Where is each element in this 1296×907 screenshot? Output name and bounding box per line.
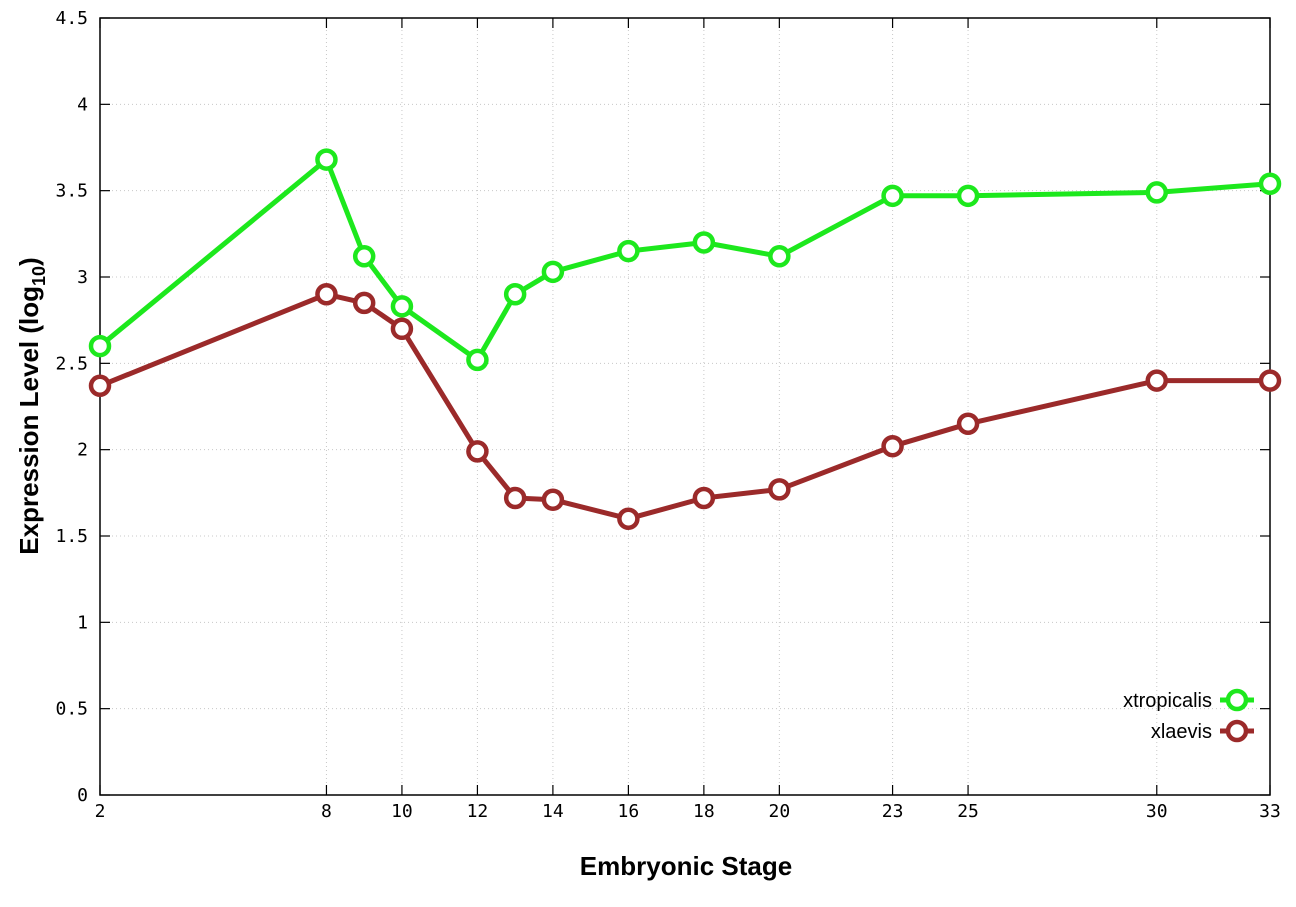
x-tick-label: 30 <box>1146 801 1168 822</box>
y-tick-label: 0 <box>77 785 88 806</box>
data-point-xtropicalis <box>692 231 716 254</box>
data-point-xtropicalis <box>503 283 527 306</box>
data-point-xtropicalis <box>1258 172 1282 196</box>
data-point-xlaevis <box>1145 369 1169 392</box>
x-tick-label: 23 <box>882 801 904 822</box>
data-point-xlaevis <box>503 486 527 510</box>
y-axis-title: Expression Level (log10) <box>14 257 49 554</box>
x-tick-label: 16 <box>618 801 640 822</box>
legend-label-xlaevis: xlaevis <box>1151 721 1212 743</box>
plot-frame <box>99 17 1271 796</box>
data-point-xlaevis <box>466 440 489 463</box>
y-tick-label: 0.5 <box>55 699 88 720</box>
data-point-xlaevis <box>881 434 904 458</box>
data-point-xtropicalis <box>315 148 338 171</box>
y-axis-title-sub: 10 <box>29 266 49 286</box>
y-tick-label: 2.5 <box>55 353 88 374</box>
grid-lines <box>99 17 1271 796</box>
data-point-xtropicalis <box>1145 181 1169 204</box>
data-point-xtropicalis <box>956 184 980 208</box>
y-tick-label: 1.5 <box>55 526 88 547</box>
x-tick-label: 12 <box>467 801 489 822</box>
x-tick-label: 14 <box>542 801 564 822</box>
x-axis-title: Embryonic Stage <box>580 851 792 881</box>
y-tick-label: 4.5 <box>55 8 88 29</box>
x-tick-label: 10 <box>391 801 413 822</box>
y-tick-label: 3.5 <box>55 181 88 202</box>
data-point-xlaevis <box>1258 369 1282 392</box>
data-point-xlaevis <box>617 507 640 530</box>
data-point-xlaevis <box>315 283 338 306</box>
axis-ticks: 0 0.5 1 1.5 2 2.5 3 3.5 4 4.5 2 8 10 12 14 16 18 20 23 25 30… <box>55 8 1280 822</box>
x-tick-label: 33 <box>1259 801 1281 822</box>
data-point-xlaevis <box>88 374 112 398</box>
y-tick-label: 1 <box>77 612 88 633</box>
legend-marker-xtropicalis <box>1225 688 1249 712</box>
y-tick-label: 3 <box>77 267 88 288</box>
data-point-xlaevis <box>352 291 376 315</box>
data-point-xlaevis <box>541 488 565 511</box>
series-line-xlaevis <box>99 291 1270 522</box>
legend: xtropicalis xlaevis <box>1123 688 1254 743</box>
y-axis-title-close: ) <box>14 257 44 266</box>
data-point-xtropicalis <box>881 184 904 208</box>
data-point-xtropicalis <box>352 245 376 268</box>
x-tick-label: 2 <box>95 801 106 822</box>
x-tick-label: 18 <box>693 801 715 822</box>
data-point-xtropicalis <box>88 334 112 358</box>
data-point-xtropicalis <box>617 239 640 263</box>
data-point-xtropicalis <box>390 295 414 318</box>
data-point-xtropicalis <box>466 348 489 372</box>
data-point-xlaevis <box>390 317 414 341</box>
y-axis-title-main: Expression Level (log <box>14 286 44 555</box>
x-tick-label: 8 <box>321 801 332 822</box>
data-point-xlaevis <box>692 486 716 510</box>
data-point-xlaevis <box>768 478 791 501</box>
x-tick-label: 20 <box>769 801 791 822</box>
series-lines <box>88 148 1282 530</box>
legend-marker-xlaevis <box>1225 719 1249 743</box>
data-point-xtropicalis <box>768 245 791 268</box>
series-line-xtropicalis <box>98 157 1271 363</box>
legend-label-xtropicalis: xtropicalis <box>1123 690 1212 712</box>
y-tick-label: 2 <box>77 440 88 461</box>
y-tick-label: 4 <box>77 94 88 115</box>
data-point-xtropicalis <box>541 260 565 284</box>
data-point-xlaevis <box>956 412 980 436</box>
x-tick-label: 25 <box>957 801 979 822</box>
